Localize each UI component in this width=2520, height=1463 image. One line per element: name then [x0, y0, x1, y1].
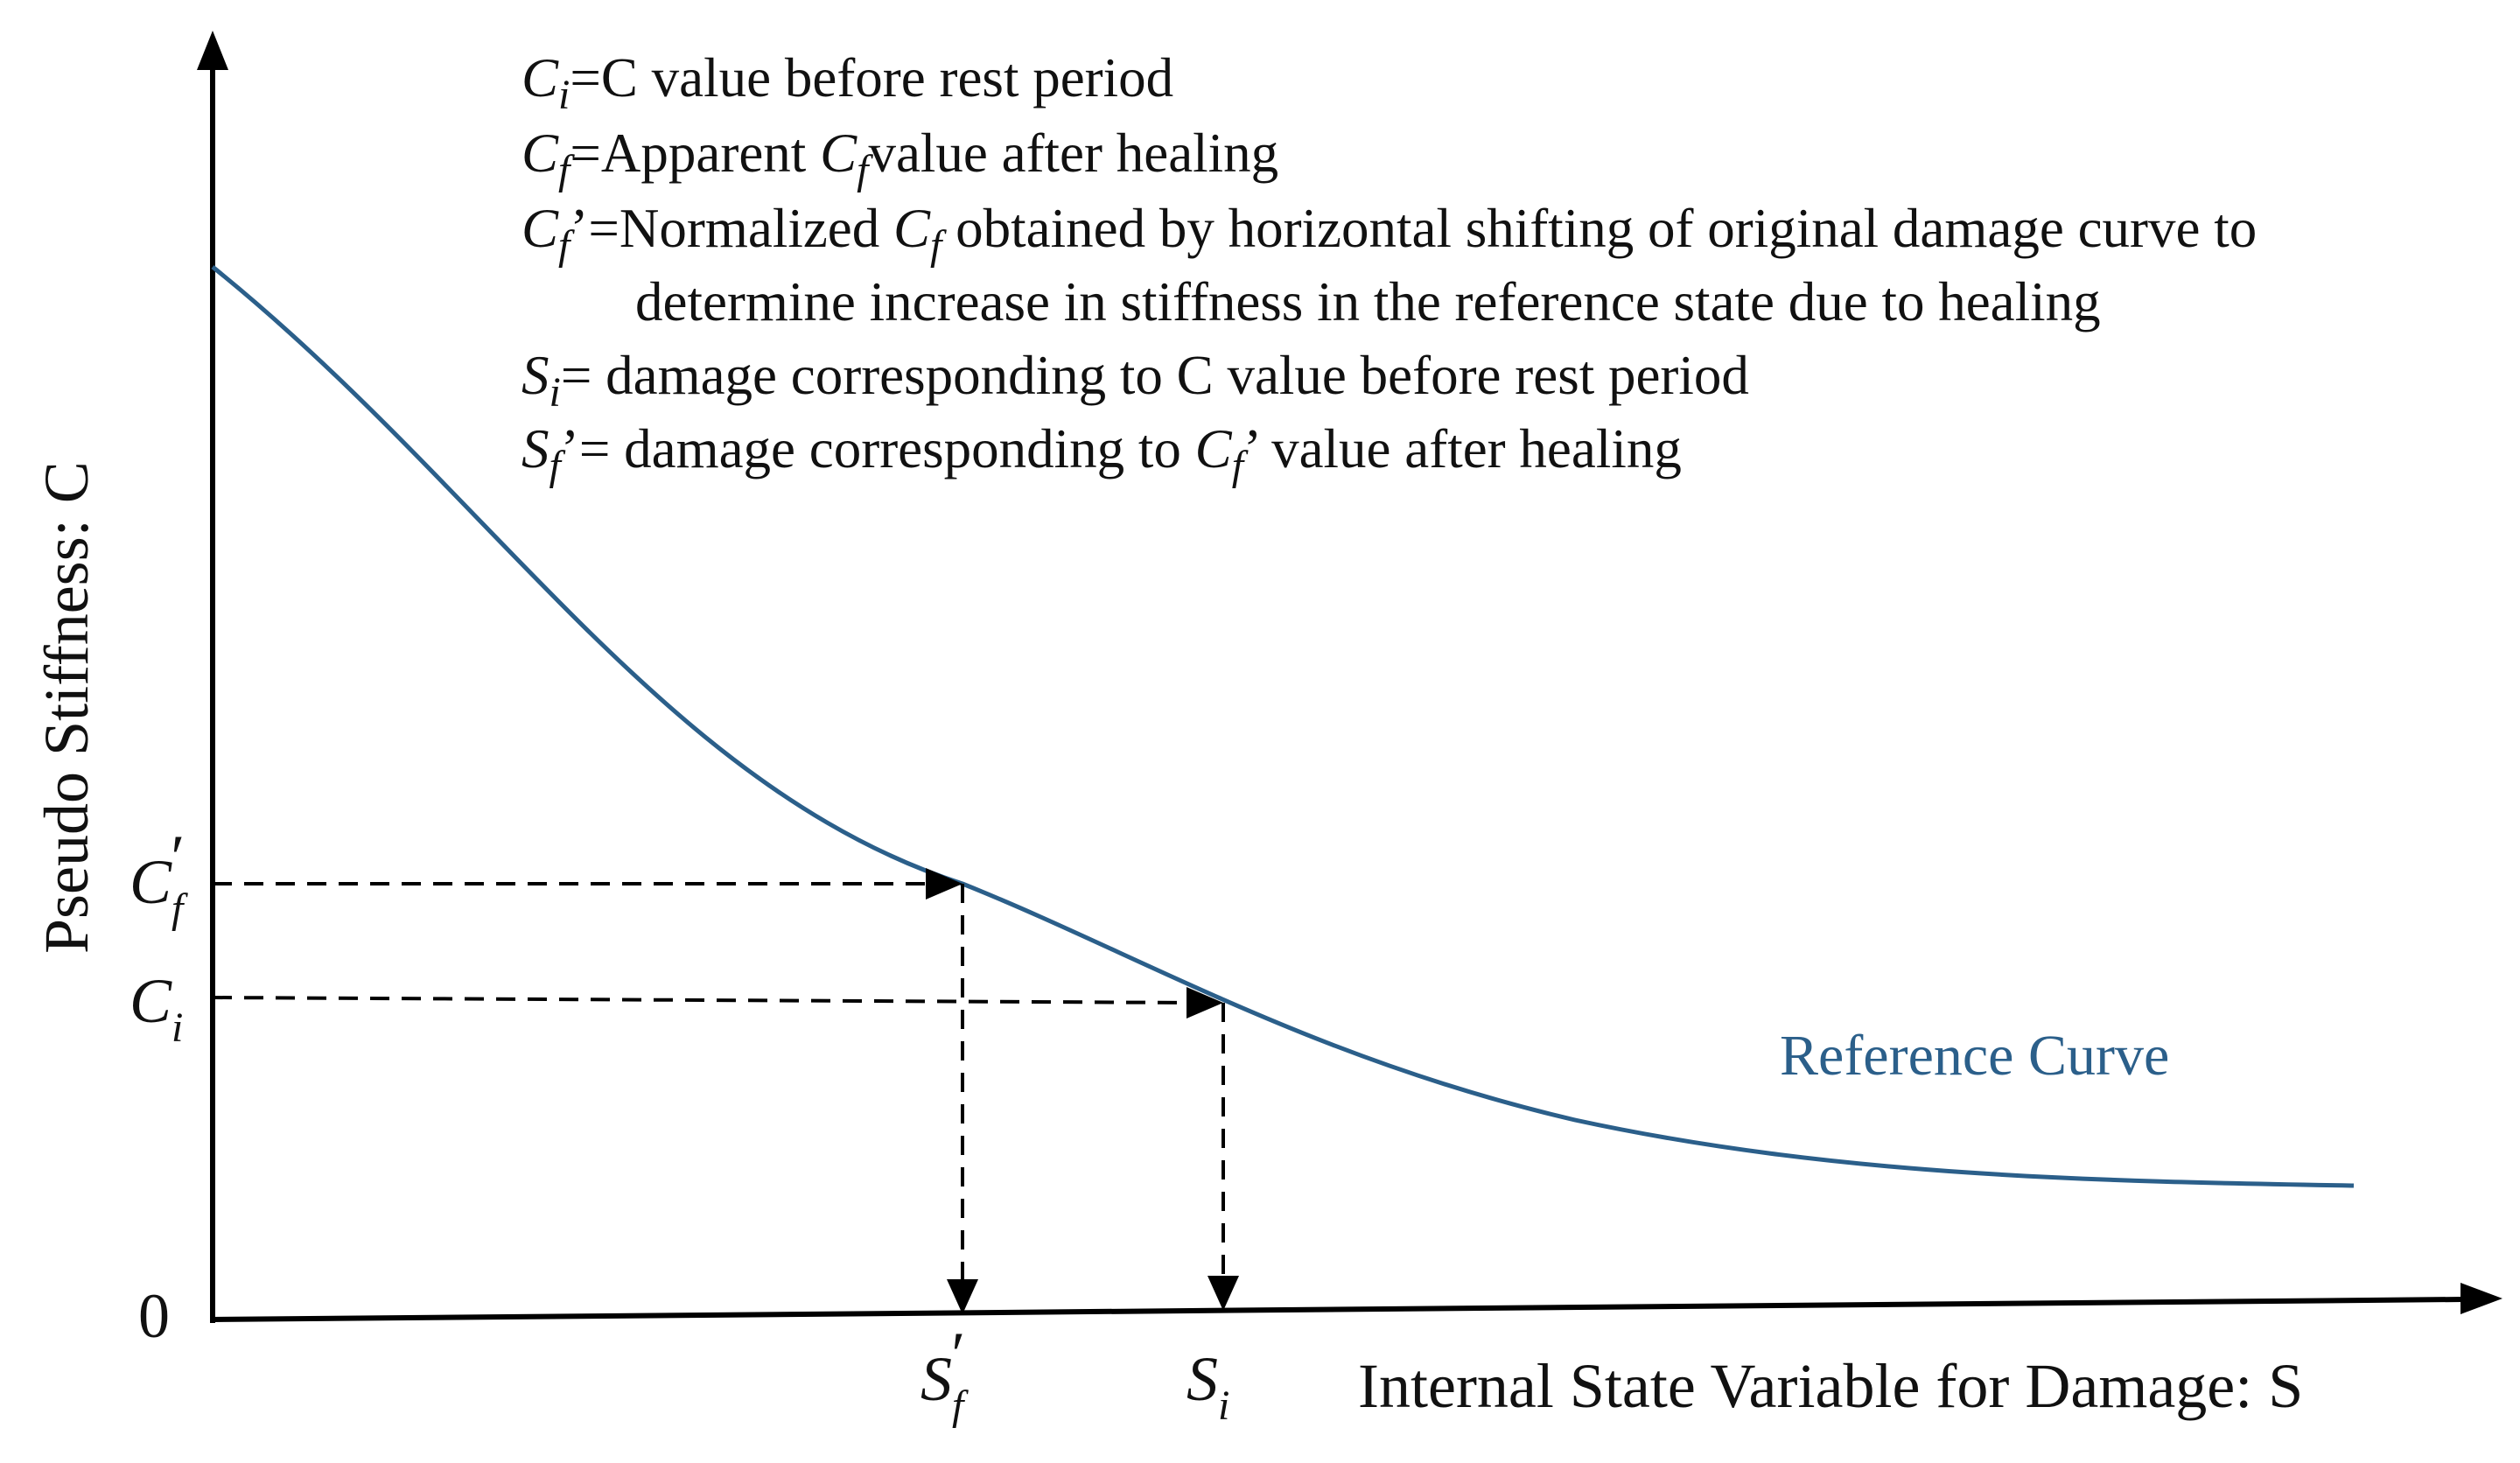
x-axis-arrowhead — [2460, 1283, 2502, 1314]
ci-horizontal-dashed — [212, 996, 1198, 1004]
legend-block: Ci=C value before rest period Cf=Apparen… — [522, 47, 2257, 489]
tick-ci: Ci — [130, 966, 183, 1051]
x-axis — [212, 1297, 2464, 1322]
reference-curve-label: Reference Curve — [1780, 1024, 2169, 1088]
tick-si: Si — [1186, 1344, 1229, 1429]
legend-cf: Cf=Apparent Cfvalue after healing — [522, 122, 1278, 193]
y-axis-arrowhead — [197, 31, 228, 70]
tick-cf-prime: Cf′ — [130, 822, 188, 932]
legend-si: Si= damage corresponding to C value befo… — [522, 345, 1749, 416]
legend-sf-prime: Sf’= damage corresponding to Cf’ value a… — [522, 418, 1682, 489]
legend-cf-prime: Cf’=Normalized Cf obtained by horizontal… — [522, 198, 2257, 269]
ci-arrowhead — [1186, 987, 1223, 1018]
legend-ci: Ci=C value before rest period — [522, 47, 1173, 118]
legend-cf-prime-line2: determine increase in stiffness in the r… — [635, 271, 2101, 332]
tick-sf-prime: Sf′ — [920, 1320, 969, 1429]
y-axis-label: Pseudo Stiffness: C — [32, 461, 102, 954]
sf-prime-arrowhead — [947, 1279, 978, 1314]
x-axis-label: Internal State Variable for Damage: S — [1358, 1351, 2303, 1421]
cf-prime-arrowhead — [926, 868, 962, 900]
origin-label: 0 — [138, 1281, 170, 1351]
reference-curve — [211, 265, 2355, 1188]
si-arrowhead — [1208, 1276, 1239, 1311]
